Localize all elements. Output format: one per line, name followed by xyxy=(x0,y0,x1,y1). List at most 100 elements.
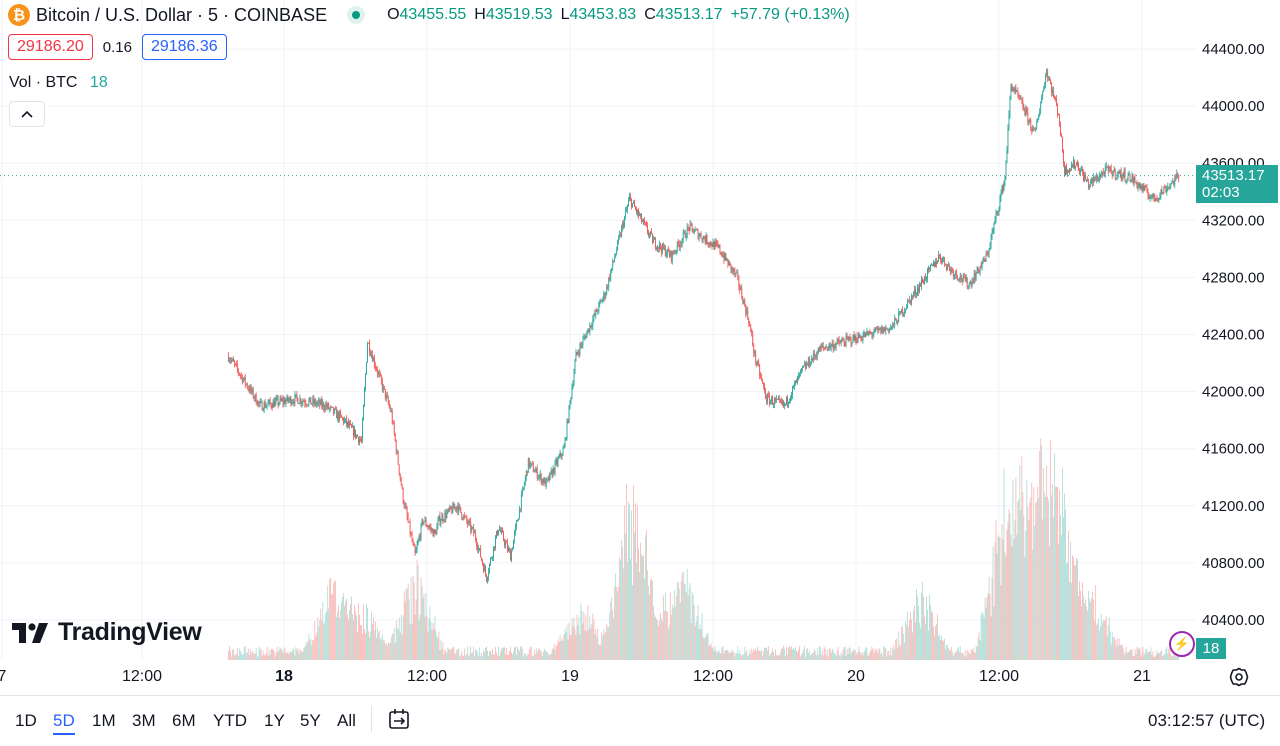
candle-body xyxy=(594,313,596,316)
candle-body xyxy=(972,280,974,283)
volume-bar xyxy=(1089,601,1091,660)
range-3m-button[interactable]: 3M xyxy=(132,711,156,730)
volume-bar xyxy=(480,656,482,660)
candle-body xyxy=(361,440,362,442)
volume-bar xyxy=(804,656,806,660)
volume-bar xyxy=(761,650,763,660)
candle-body xyxy=(956,275,958,279)
candle-body xyxy=(957,278,959,280)
range-6m-button[interactable]: 6M xyxy=(172,711,196,730)
candle-body xyxy=(540,474,542,483)
buy-price-button[interactable]: 29186.36 xyxy=(141,34,227,60)
price-axis[interactable]: 44400.0044000.0043600.0043200.0042800.00… xyxy=(1196,0,1280,660)
volume-bar xyxy=(1041,445,1043,660)
candle-body xyxy=(322,402,324,407)
volume-bar xyxy=(309,639,311,660)
volume-bar xyxy=(951,651,953,660)
volume-bar xyxy=(364,629,365,660)
volume-bar xyxy=(737,646,739,660)
candle-body xyxy=(828,343,830,348)
volume-bar xyxy=(431,630,433,660)
volume-bar xyxy=(764,647,766,660)
range-all-button[interactable]: All xyxy=(337,711,356,730)
price-chart[interactable] xyxy=(0,0,1196,660)
volume-bar xyxy=(1133,656,1135,660)
range-1m-button[interactable]: 1M xyxy=(92,711,116,730)
time-axis[interactable]: 7 12:00 18 12:00 19 12:00 20 12:00 21 xyxy=(0,660,1196,694)
volume-bar xyxy=(294,655,296,660)
candle-body xyxy=(1175,176,1177,178)
volume-bar xyxy=(417,565,419,660)
volume-bar xyxy=(754,650,756,660)
volume-bar xyxy=(1127,652,1129,660)
candle-body xyxy=(703,236,705,239)
candle-body xyxy=(504,540,505,545)
volume-bar xyxy=(592,613,594,660)
volume-bar xyxy=(847,653,849,660)
candle-body xyxy=(994,219,996,224)
candle-body xyxy=(1121,174,1123,179)
volume-bar xyxy=(478,655,480,660)
candle-body xyxy=(723,255,725,261)
candle-body xyxy=(1163,187,1165,194)
volume-bar xyxy=(365,633,366,660)
candle-body xyxy=(252,388,254,398)
candle-body xyxy=(368,343,369,344)
candle-body xyxy=(705,235,707,243)
volume-bar xyxy=(265,653,267,660)
candle-body xyxy=(238,372,240,375)
volume-bar xyxy=(1084,599,1086,660)
range-5d-button[interactable]: 5D xyxy=(53,711,75,735)
candle-body xyxy=(467,521,469,525)
sell-price-button[interactable]: 29186.20 xyxy=(8,34,93,60)
candle-body xyxy=(369,343,370,353)
volume-bar xyxy=(855,655,857,660)
date-range-icon[interactable] xyxy=(387,707,413,731)
candle-body xyxy=(410,533,412,535)
candle-body xyxy=(533,471,535,473)
volume-bar xyxy=(1004,552,1006,660)
candle-body xyxy=(491,558,492,560)
candle-body xyxy=(326,404,328,408)
candle-body xyxy=(746,310,748,315)
volume-bar xyxy=(881,652,883,660)
volume-bar xyxy=(848,647,850,660)
settings-gear-icon[interactable] xyxy=(1228,666,1250,688)
candle-body xyxy=(563,446,565,449)
candle-body xyxy=(590,325,592,327)
range-ytd-button[interactable]: YTD xyxy=(213,711,247,730)
candle-body xyxy=(327,403,329,408)
candle-body xyxy=(840,341,842,344)
volume-bar xyxy=(329,579,331,660)
candle-body xyxy=(996,211,998,214)
collapse-legend-button[interactable] xyxy=(9,101,45,127)
volume-bar xyxy=(1058,543,1059,660)
utc-clock[interactable]: 03:12:57 (UTC) xyxy=(1148,711,1266,730)
tradingview-logo[interactable]: TradingView xyxy=(12,618,202,647)
volume-bar xyxy=(540,651,542,660)
candle-body xyxy=(414,546,416,554)
candle-body xyxy=(967,286,969,288)
volume-bar xyxy=(831,648,833,660)
range-1d-button[interactable]: 1D xyxy=(15,711,37,730)
market-status-icon[interactable] xyxy=(347,6,366,24)
lightning-icon[interactable]: ⚡ xyxy=(1169,631,1195,657)
volume-bar xyxy=(389,642,391,660)
candle-body xyxy=(1137,185,1139,188)
candle-body xyxy=(1037,120,1039,123)
candle-body xyxy=(810,358,812,365)
volume-bar xyxy=(976,646,978,660)
candle-body xyxy=(406,509,408,517)
candle-body xyxy=(433,529,435,537)
volume-bar xyxy=(559,634,561,660)
volume-bar xyxy=(725,649,727,660)
candle-body xyxy=(1007,127,1009,150)
candle-body xyxy=(592,319,594,327)
range-1y-button[interactable]: 1Y xyxy=(264,711,285,730)
candle-body xyxy=(694,229,696,233)
range-5y-button[interactable]: 5Y xyxy=(300,711,321,730)
symbol-title[interactable]: Bitcoin / U.S. Dollar · 5 · COINBASE xyxy=(36,4,328,25)
candle-body xyxy=(1117,172,1119,176)
candle-body xyxy=(889,328,891,332)
candle-body xyxy=(1066,166,1067,174)
